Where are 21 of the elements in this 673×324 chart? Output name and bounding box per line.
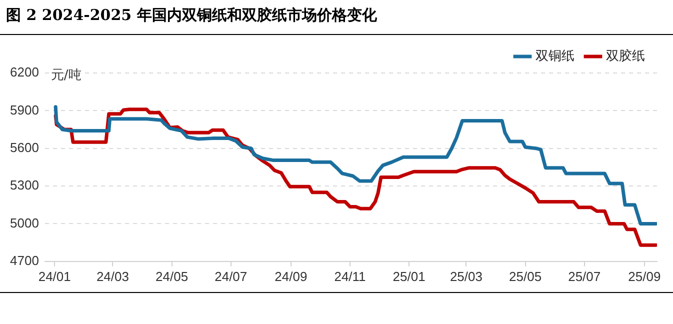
x-tick-label: 25/03 — [450, 268, 482, 284]
legend-label: 双胶纸 — [606, 48, 645, 64]
chart-title: 图 2 2024-2025 年国内双铜纸和双胶纸市场价格变化 — [6, 6, 377, 25]
x-tick-label: 25/01 — [392, 268, 426, 284]
y-tick-label: 5600 — [10, 140, 39, 155]
x-tick-label: 25/09 — [628, 268, 661, 284]
x-tick-label: 24/11 — [334, 268, 366, 284]
x-tick-label: 24/09 — [274, 268, 308, 284]
x-tick-label: 25/07 — [568, 268, 601, 284]
x-tick-label: 25/05 — [509, 268, 542, 284]
y-tick-label: 5900 — [10, 102, 39, 118]
y-tick-label: 6200 — [10, 64, 39, 80]
x-tick-label: 24/03 — [96, 268, 129, 284]
x-tick-label: 24/05 — [156, 268, 188, 284]
legend-label: 双铜纸 — [536, 48, 574, 64]
y-tick-label: 5300 — [10, 178, 39, 193]
x-tick-label: 24/07 — [214, 268, 248, 284]
y-tick-label: 4700 — [10, 252, 39, 268]
y-axis-title: 元/吨 — [50, 68, 82, 83]
y-tick-label: 5000 — [10, 215, 39, 230]
x-tick-label: 24/01 — [38, 268, 71, 284]
